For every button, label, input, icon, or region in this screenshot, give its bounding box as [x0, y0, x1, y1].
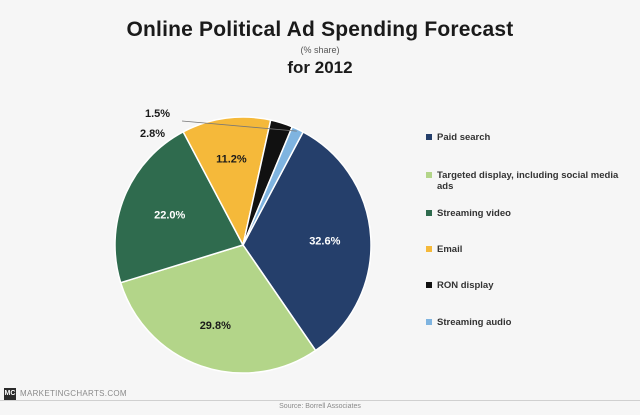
legend-swatch [426, 172, 432, 178]
legend-item: Targeted display, including social media… [426, 170, 626, 192]
pie-labels: 32.6% 29.8% 22.0% 11.2% 2.8% 1.5% [140, 108, 341, 332]
legend-label: Streaming video [437, 208, 511, 219]
legend-label: Email [437, 244, 463, 255]
data-label-1: 32.6% [309, 235, 340, 247]
legend-item: Streaming audio [426, 317, 511, 328]
legend-item: Paid search [426, 132, 490, 143]
footer-site[interactable]: MARKETINGCHARTS.COM [20, 389, 127, 398]
brand-logo: MC [4, 388, 16, 400]
legend-label: Paid search [437, 132, 491, 143]
legend-item: RON display [426, 280, 494, 291]
legend-label: Streaming audio [437, 317, 512, 328]
legend-label: RON display [437, 280, 494, 291]
pie-slice-streaming-video [114, 130, 245, 284]
pie-slice-email [182, 116, 272, 248]
pie-slices [114, 116, 372, 374]
data-label-3: 22.0% [154, 210, 185, 222]
legend-swatch [426, 134, 432, 140]
leader-line-6 [181, 120, 297, 132]
footer-divider [0, 400, 640, 401]
pie-slice-targeted-display-including-social-media-ads [119, 244, 317, 374]
legend-swatch [426, 319, 432, 325]
footer-source: Source: Borrell Associates [279, 403, 361, 410]
pie-slice-paid-search [242, 130, 372, 352]
chart-period: for 2012 [287, 58, 353, 77]
legend-swatch [426, 210, 432, 216]
legend-label: Targeted display, including social media… [437, 170, 619, 192]
data-label-5: 2.8% [140, 128, 165, 140]
pie-slice-streaming-audio [242, 125, 305, 246]
legend-swatch [426, 282, 432, 288]
chart-subtitle: (% share) [300, 45, 340, 55]
legend-item: Streaming video [426, 208, 511, 219]
data-label-6: 1.5% [145, 108, 170, 120]
data-label-2: 29.8% [200, 320, 231, 332]
legend-item: Email [426, 244, 462, 255]
data-label-4: 11.2% [216, 154, 247, 166]
legend-swatch [426, 246, 432, 252]
chart-title: Online Political Ad Spending Forecast [126, 18, 514, 41]
